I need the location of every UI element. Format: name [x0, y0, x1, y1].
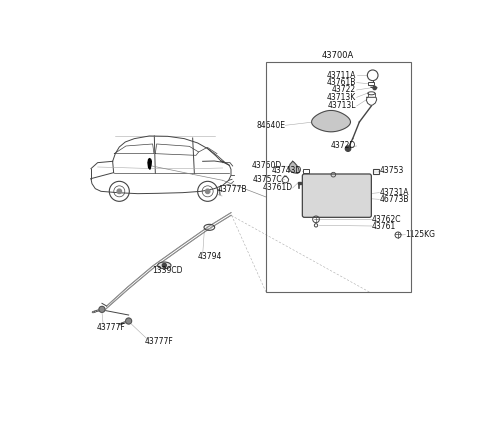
- Bar: [303, 169, 309, 173]
- Circle shape: [373, 86, 376, 90]
- Text: 43713L: 43713L: [327, 101, 356, 110]
- Ellipse shape: [124, 321, 127, 323]
- Circle shape: [345, 146, 351, 151]
- Ellipse shape: [119, 323, 121, 325]
- Text: 1125KG: 1125KG: [406, 230, 435, 239]
- Ellipse shape: [157, 262, 171, 268]
- Text: 43761: 43761: [372, 222, 396, 230]
- Text: 43777F: 43777F: [96, 323, 125, 332]
- Ellipse shape: [126, 320, 129, 322]
- Text: 43762C: 43762C: [372, 215, 402, 224]
- Text: 43722: 43722: [332, 85, 356, 94]
- Text: 84640E: 84640E: [256, 121, 285, 130]
- Text: 43777B: 43777B: [217, 185, 247, 194]
- Bar: [373, 169, 379, 174]
- Circle shape: [126, 318, 132, 324]
- Polygon shape: [288, 162, 300, 173]
- Polygon shape: [148, 158, 151, 169]
- Text: 4372D: 4372D: [331, 142, 356, 151]
- Text: 43700A: 43700A: [322, 51, 354, 60]
- Text: 43713K: 43713K: [327, 93, 356, 102]
- Polygon shape: [312, 110, 350, 132]
- Bar: [298, 182, 301, 184]
- Bar: [266, 62, 411, 292]
- Ellipse shape: [98, 309, 100, 311]
- Bar: [368, 82, 374, 84]
- Ellipse shape: [94, 310, 96, 312]
- Circle shape: [117, 189, 121, 194]
- Text: 1339CD: 1339CD: [153, 266, 183, 275]
- Circle shape: [162, 263, 166, 267]
- Ellipse shape: [96, 310, 98, 312]
- Text: 43761D: 43761D: [263, 184, 293, 193]
- Circle shape: [99, 307, 105, 312]
- Text: 43761B: 43761B: [327, 78, 356, 87]
- Text: 43777F: 43777F: [144, 337, 173, 346]
- Text: 43753: 43753: [379, 166, 404, 175]
- FancyBboxPatch shape: [302, 174, 372, 217]
- Text: 43760D: 43760D: [252, 162, 282, 171]
- Ellipse shape: [121, 323, 123, 324]
- Ellipse shape: [100, 309, 102, 310]
- Text: 43794: 43794: [198, 252, 222, 261]
- Text: 46773B: 46773B: [379, 195, 409, 204]
- Text: 43731A: 43731A: [379, 188, 409, 197]
- Text: 43711A: 43711A: [327, 71, 356, 80]
- Text: 43743D: 43743D: [272, 166, 302, 175]
- Text: 43757C: 43757C: [252, 175, 282, 184]
- Ellipse shape: [92, 311, 95, 313]
- Ellipse shape: [123, 322, 125, 323]
- Circle shape: [205, 189, 210, 194]
